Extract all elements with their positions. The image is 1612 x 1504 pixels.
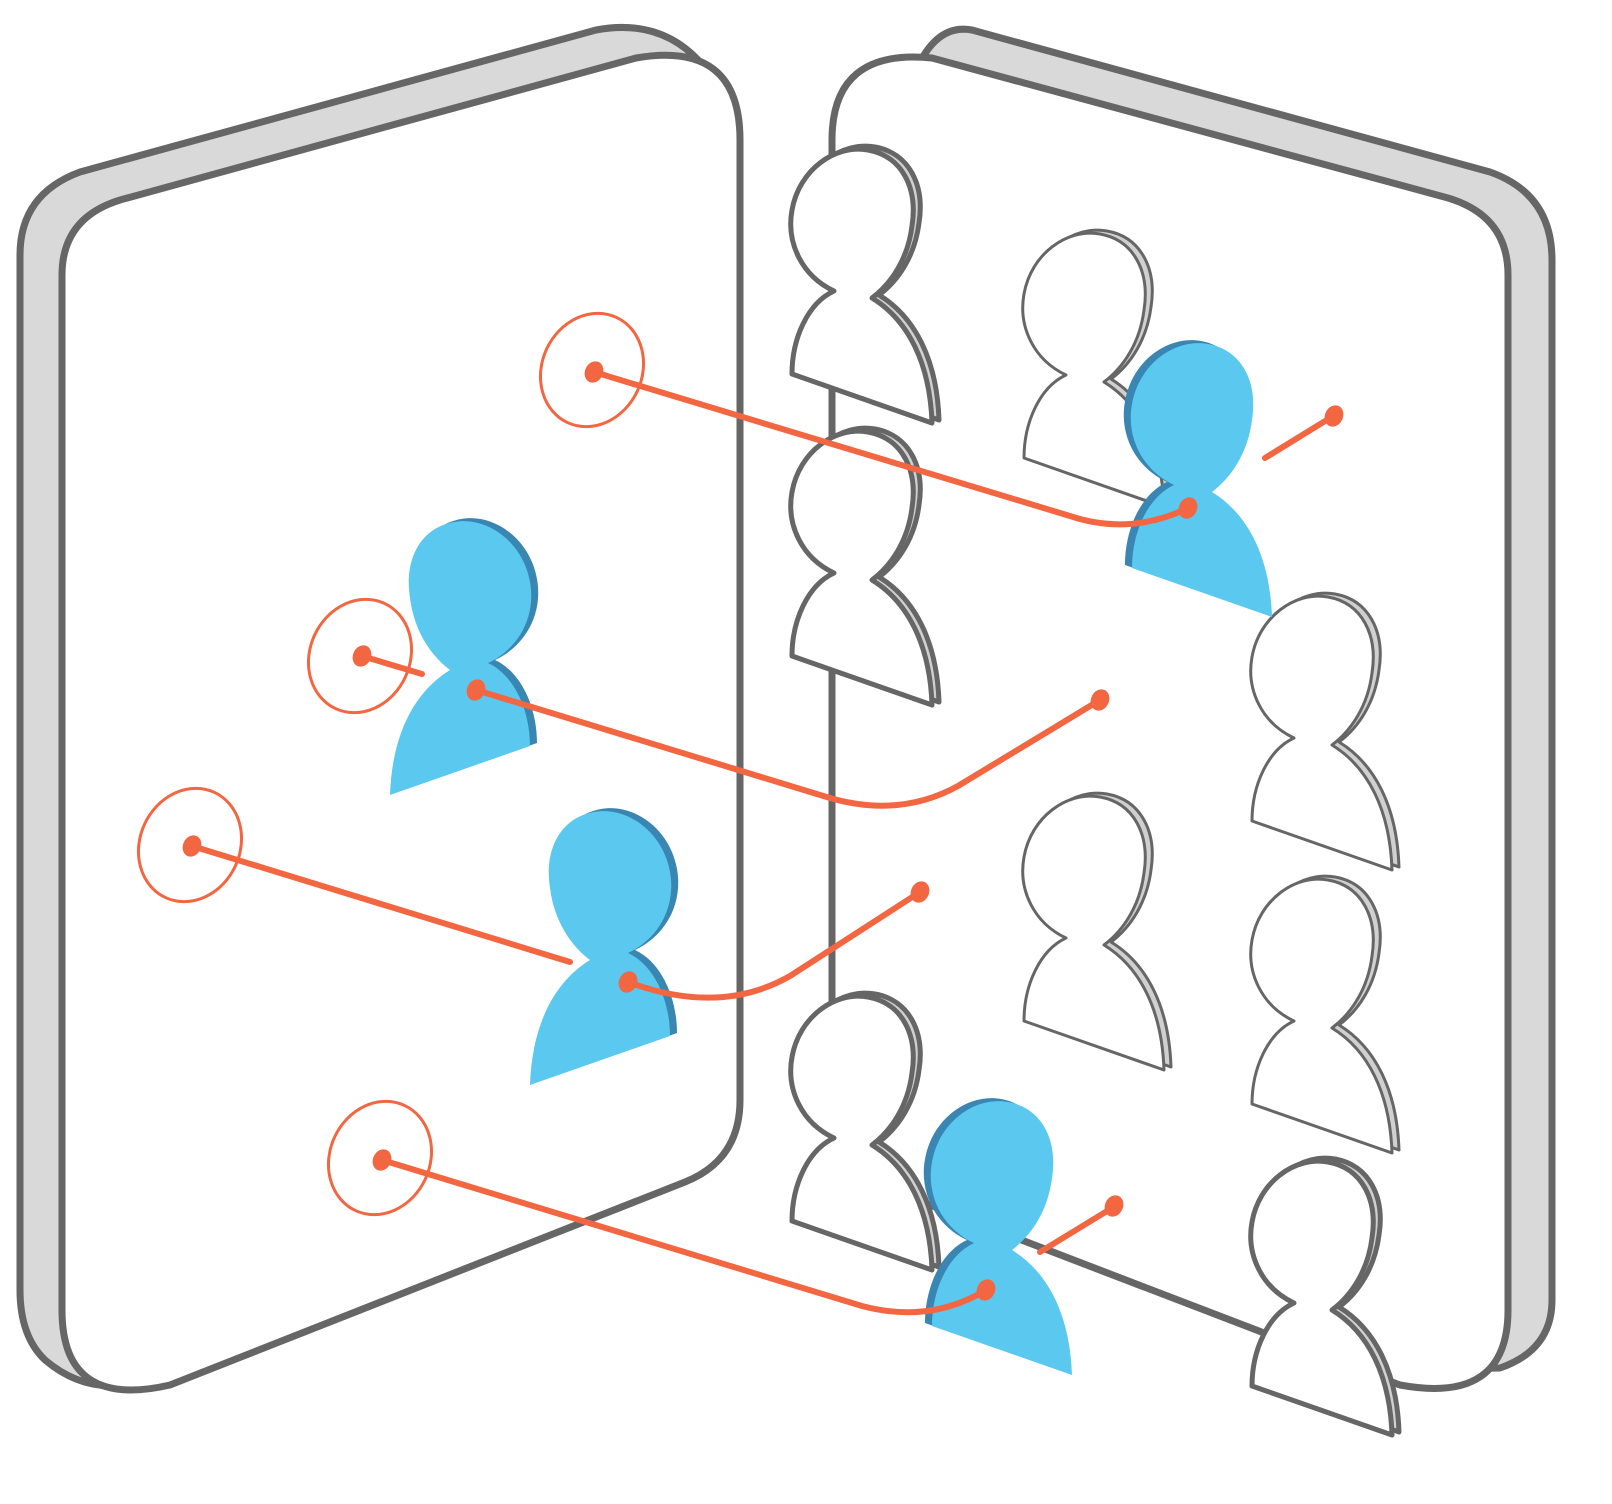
pin-dot-icon (372, 1149, 392, 1171)
pin-dot-icon (910, 881, 930, 903)
target-ring-icon (538, 311, 646, 429)
pin-dot-icon (584, 361, 604, 383)
pin-dot-icon (976, 1279, 996, 1301)
target-rings (136, 311, 646, 1217)
connector-line (189, 843, 573, 965)
target-ring-icon (306, 597, 414, 715)
connector-line (625, 889, 923, 1001)
connector-line (473, 687, 1103, 809)
pin-dot-icon (1178, 497, 1198, 519)
connector-line (379, 1157, 989, 1316)
pin-dot-icon (618, 971, 638, 993)
connector-line (591, 369, 1191, 528)
connector-line (1262, 415, 1333, 461)
left-page (58, 51, 744, 1394)
target-ring-icon (326, 1099, 434, 1217)
pin-dot-icon (352, 645, 372, 667)
connectors (189, 369, 1333, 1316)
target-ring-icon (136, 786, 244, 904)
connector-line (359, 653, 425, 677)
pin-dot-icon (466, 679, 486, 701)
pin-dot-icon (1104, 1195, 1124, 1217)
pin-dot-icon (1324, 405, 1344, 427)
pin-dots (182, 361, 1344, 1301)
connector-line (1037, 1205, 1115, 1255)
pin-dot-icon (1090, 689, 1110, 711)
pin-dot-icon (182, 835, 202, 857)
